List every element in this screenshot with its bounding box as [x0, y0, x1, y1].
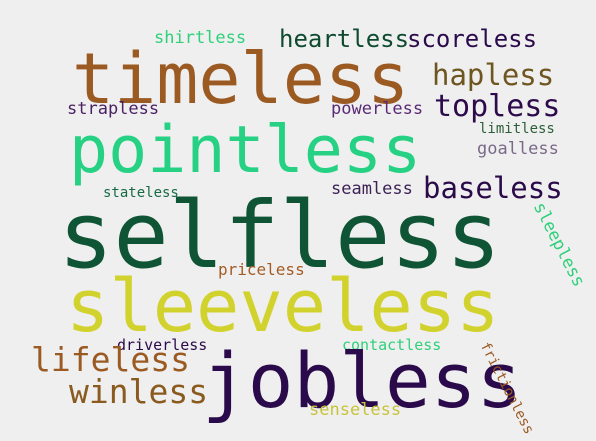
word-selfless: selfless — [58, 182, 502, 289]
word-pointless: pointless — [69, 113, 422, 188]
word-contactless: contactless — [342, 336, 442, 354]
word-seamless: seamless — [331, 179, 413, 199]
word-shirtless: shirtless — [154, 28, 247, 48]
word-heartless: heartless — [279, 25, 410, 53]
word-stateless: stateless — [103, 185, 179, 201]
word-goalless: goalless — [477, 139, 559, 159]
word-baseless: baseless — [423, 171, 563, 205]
word-sleeveless: sleeveless — [66, 264, 500, 348]
word-hapless: hapless — [432, 58, 555, 92]
word-winless: winless — [69, 372, 209, 411]
word-topless: topless — [434, 89, 561, 124]
word-priceless: priceless — [218, 260, 305, 279]
word-timeless: timeless — [72, 38, 410, 120]
word-lifeless: lifeless — [31, 340, 190, 379]
word-powerless: powerless — [331, 99, 424, 119]
word-scoreless: scoreless — [407, 25, 538, 53]
word-driverless: driverless — [117, 336, 208, 354]
word-sleepless: sleepless — [528, 199, 589, 291]
word-strapless: strapless — [67, 99, 160, 119]
word-limitless: limitless — [479, 121, 555, 137]
word-jobless: jobless — [202, 336, 523, 425]
word-senseless: senseless — [309, 400, 402, 420]
